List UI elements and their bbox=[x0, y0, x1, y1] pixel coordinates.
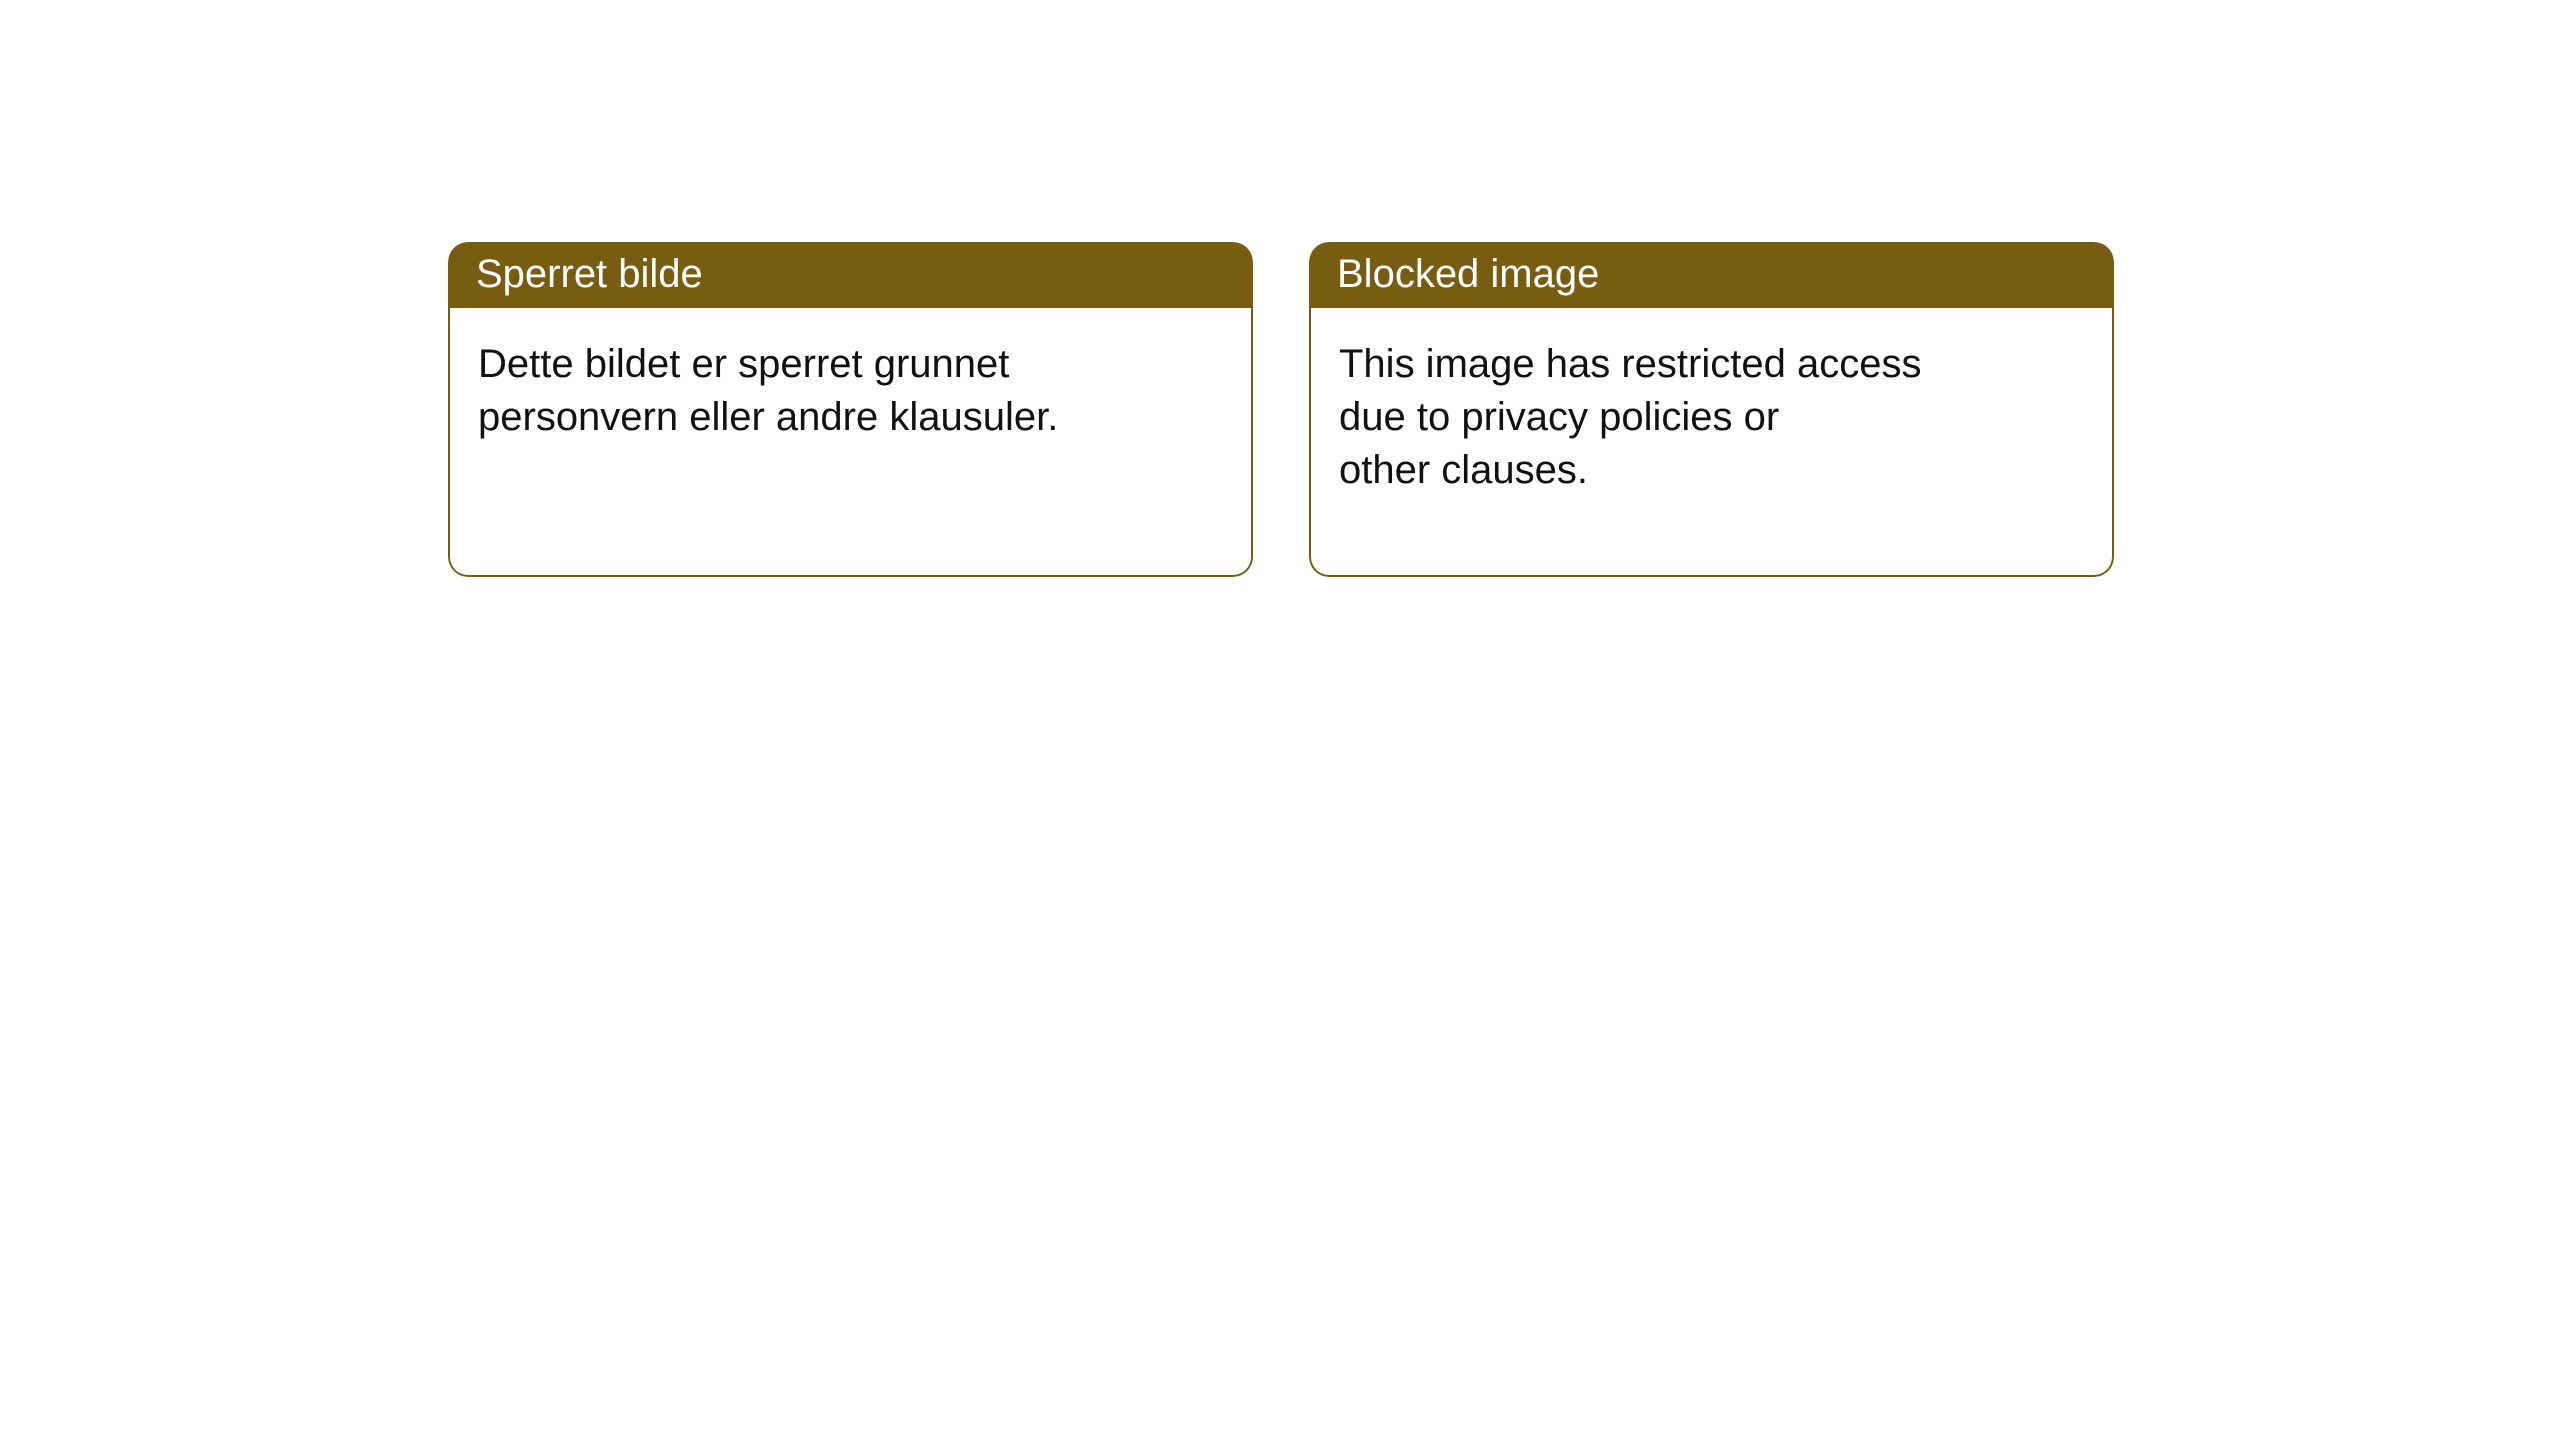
notice-title-no: Sperret bilde bbox=[476, 252, 703, 296]
notice-card-en: Blocked image This image has restricted … bbox=[1309, 242, 2114, 577]
notice-card-no: Sperret bilde Dette bildet er sperret gr… bbox=[448, 242, 1253, 577]
notice-header-en: Blocked image bbox=[1309, 242, 2114, 308]
notice-header-no: Sperret bilde bbox=[448, 242, 1253, 308]
notice-title-en: Blocked image bbox=[1337, 252, 1599, 296]
notice-body-en: This image has restricted access due to … bbox=[1309, 308, 2114, 577]
notice-container: Sperret bilde Dette bildet er sperret gr… bbox=[0, 0, 2560, 577]
notice-body-no: Dette bildet er sperret grunnet personve… bbox=[448, 308, 1253, 577]
